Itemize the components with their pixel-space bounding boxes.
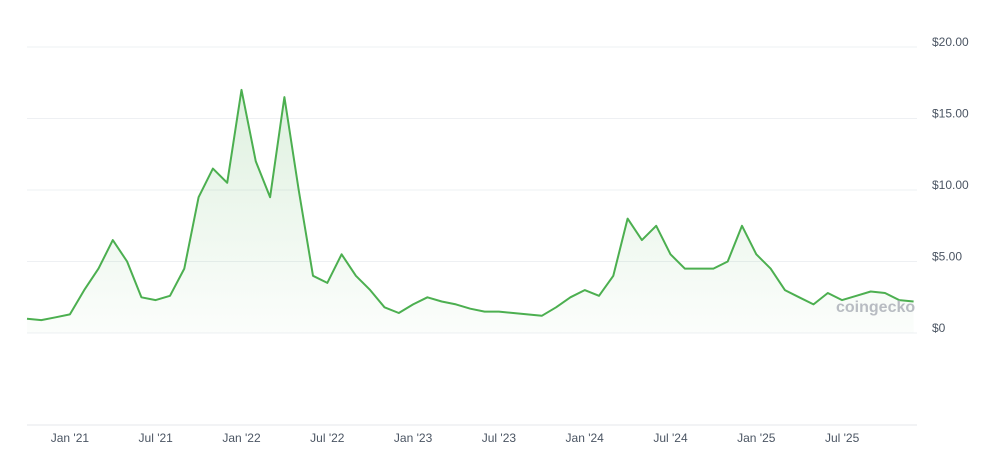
x-tick-label: Jan '22: [222, 431, 261, 445]
price-line: [26, 88, 914, 322]
y-tick-label: $0: [932, 321, 946, 335]
x-tick-label: Jan '23: [394, 431, 433, 445]
y-tick-label: $20.00: [932, 35, 969, 49]
area: [27, 89, 914, 334]
x-tick-label: Jul '22: [310, 431, 345, 445]
x-tick-label: Jan '21: [51, 431, 90, 445]
y-tick-label: $10.00: [932, 178, 969, 192]
x-tick-label: Jul '21: [139, 431, 174, 445]
y-tick-label: $5.00: [932, 250, 962, 264]
x-tick-label: Jul '23: [482, 431, 517, 445]
x-tick-label: Jan '25: [737, 431, 776, 445]
x-tick-label: Jul '25: [825, 431, 860, 445]
x-tick-label: Jul '24: [653, 431, 688, 445]
y-tick-label: $15.00: [932, 107, 969, 121]
x-tick-label: Jan '24: [566, 431, 605, 445]
watermark: coingecko: [836, 299, 915, 316]
